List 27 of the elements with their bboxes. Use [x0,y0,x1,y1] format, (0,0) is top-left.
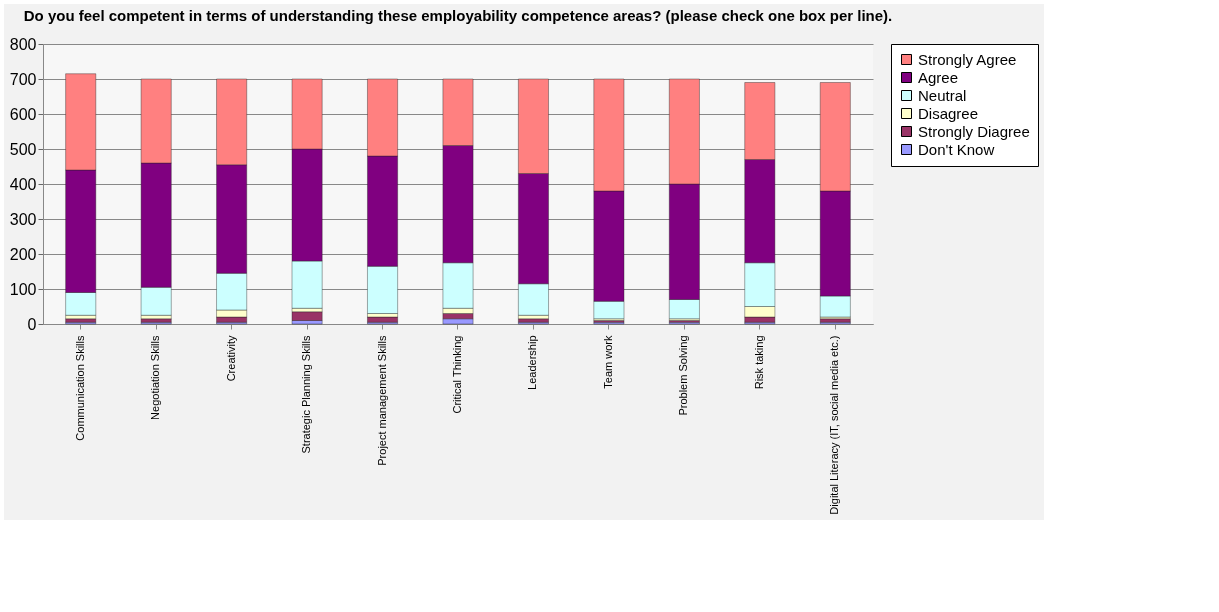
legend-label: Agree [918,68,959,86]
x-tick-label: Digital Literacy (IT, social media etc.) [828,335,841,515]
y-tick-label: 700 [9,70,37,88]
x-tick-label: Creativity [224,335,237,382]
legend-label: Don't Know [918,140,995,158]
legend-label: Strongly Agree [918,50,1017,68]
y-tick-label: 800 [9,35,37,53]
x-tick-label: Critical Thinking [451,335,463,414]
chart-title: Do you feel competent in terms of understanding these employability competence areas? (please check one box per line). [23,7,893,24]
legend-label: Strongly Diagree [918,122,1030,140]
y-tick-label: 400 [9,175,37,193]
y-tick-label: 300 [9,210,37,228]
x-tick-label: Problem Solving [677,335,690,416]
y-tick-label: 100 [9,280,37,298]
y-tick-label: 200 [9,245,37,263]
x-tick-label: Risk taking [752,335,765,390]
x-tick-label: Project management Skills [375,335,388,466]
x-tick-label: Strategic Planning Skills [300,335,313,454]
legend-label: Disagree [918,104,979,122]
x-tick-label: Team work [601,335,614,389]
x-tick-label: Negotiation Skills [149,335,162,420]
y-tick-label: 500 [9,140,37,158]
x-tick-label: Communication Skills [73,335,86,441]
x-tick-label: Leadership [526,335,539,390]
y-tick-label: 0 [27,315,37,333]
y-tick-label: 600 [9,105,37,123]
legend-label: Neutral [918,86,967,104]
